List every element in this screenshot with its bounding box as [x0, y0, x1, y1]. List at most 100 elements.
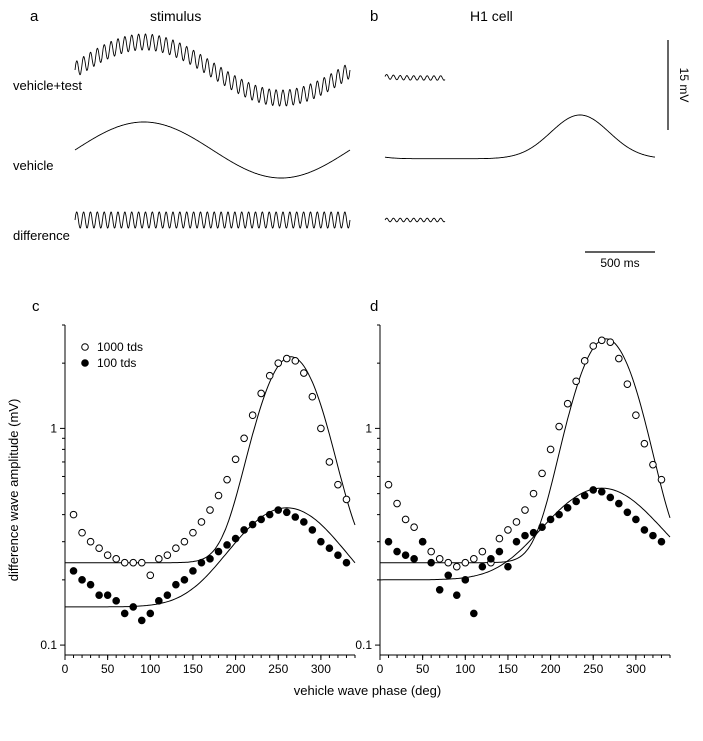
series_open-point: [164, 552, 171, 559]
series_open-point: [658, 476, 665, 483]
series_open-point: [402, 516, 409, 523]
series_open-point: [232, 456, 239, 463]
series_open-point: [70, 511, 77, 518]
series_open-point: [258, 390, 265, 397]
series_filled-point: [173, 581, 180, 588]
series_open-point: [453, 563, 460, 570]
series_filled-point: [479, 563, 486, 570]
legend-label-open: 1000 tds: [97, 340, 143, 354]
response-trace-2: [385, 218, 445, 222]
series_filled-point: [539, 524, 546, 531]
series_filled-point: [513, 538, 520, 545]
series_filled-point: [318, 538, 325, 545]
series_filled-point: [190, 568, 197, 575]
row-label: difference: [13, 228, 70, 243]
legend-marker-open: [82, 344, 89, 351]
x-axis-label: vehicle wave phase (deg): [294, 683, 441, 698]
series_filled-point: [598, 488, 605, 495]
series_open-point: [411, 524, 418, 531]
series_filled-point: [232, 535, 239, 542]
series_open-point: [590, 343, 597, 350]
x-tick-label: 50: [101, 662, 115, 676]
x-tick-label: 100: [140, 662, 160, 676]
scatter-panels: 0501001502002503000.111000 tds100 tds050…: [0, 310, 703, 740]
series_filled-point: [138, 617, 145, 624]
y-tick-label: 0.1: [355, 638, 372, 652]
series_filled-point: [326, 545, 333, 552]
waveform-panels: vehicle+testvehicledifference15 mV500 ms: [0, 20, 703, 290]
series_filled-point: [266, 511, 273, 518]
series_open-point: [445, 559, 452, 566]
series_open-point: [513, 519, 520, 526]
series_filled-point: [616, 500, 623, 507]
series_filled-point: [104, 592, 111, 599]
series_open-point: [266, 372, 273, 379]
x-tick-label: 250: [583, 662, 603, 676]
series_filled-point: [309, 527, 316, 534]
series_filled-point: [343, 559, 350, 566]
series_filled-point: [130, 604, 137, 611]
series_filled-point: [650, 532, 657, 539]
series_filled-point: [181, 577, 188, 584]
series_open-point: [275, 360, 282, 367]
series_filled-point: [275, 507, 282, 514]
fit_open-curve: [380, 339, 670, 563]
series_filled-point: [113, 598, 120, 605]
y-tick-label: 0.1: [40, 638, 57, 652]
y-tick-label: 1: [50, 421, 57, 435]
series_open-point: [79, 529, 86, 536]
series_open-point: [130, 559, 137, 566]
series_filled-point: [453, 592, 460, 599]
series_open-point: [436, 556, 443, 563]
series_open-point: [581, 358, 588, 365]
series_filled-point: [207, 556, 214, 563]
series_filled-point: [641, 527, 648, 534]
x-tick-label: 150: [498, 662, 518, 676]
series_filled-point: [556, 511, 563, 518]
x-tick-label: 100: [455, 662, 475, 676]
row-label: vehicle+test: [13, 78, 82, 93]
series_filled-point: [147, 610, 154, 617]
series_open-point: [335, 481, 342, 488]
series_open-point: [249, 412, 256, 419]
y-tick-label: 1: [365, 421, 372, 435]
stimulus-trace-1: [75, 122, 350, 178]
series_open-point: [573, 378, 580, 385]
series_open-point: [471, 556, 478, 563]
series_filled-point: [488, 556, 495, 563]
series_open-point: [181, 538, 188, 545]
series_open-point: [138, 559, 145, 566]
series_filled-point: [411, 556, 418, 563]
series_filled-point: [241, 527, 248, 534]
legend-label-filled: 100 tds: [97, 356, 136, 370]
series_filled-point: [292, 514, 299, 521]
row-label: vehicle: [13, 158, 53, 173]
series_filled-point: [301, 519, 308, 526]
series_open-point: [505, 527, 512, 534]
series_filled-point: [590, 487, 597, 494]
series_filled-point: [658, 538, 665, 545]
series_open-point: [224, 476, 231, 483]
series_open-point: [87, 538, 94, 545]
series_open-point: [462, 559, 469, 566]
scale-bar-ms-label: 500 ms: [600, 256, 639, 270]
series_open-point: [522, 507, 529, 514]
series_open-point: [198, 519, 205, 526]
series_open-point: [318, 425, 325, 432]
series_open-point: [301, 370, 308, 377]
series_filled-point: [607, 494, 614, 501]
series_filled-point: [96, 592, 103, 599]
legend-marker-filled: [82, 360, 89, 367]
series_open-point: [241, 435, 248, 442]
x-tick-label: 0: [62, 662, 69, 676]
x-tick-label: 250: [268, 662, 288, 676]
response-trace-1: [385, 115, 655, 159]
series_open-point: [309, 393, 316, 400]
series_filled-point: [335, 552, 342, 559]
series_open-point: [96, 545, 103, 552]
series_open-point: [479, 548, 486, 555]
series_open-point: [496, 535, 503, 542]
x-tick-label: 50: [416, 662, 430, 676]
series_filled-point: [224, 542, 231, 549]
series_filled-point: [156, 598, 163, 605]
